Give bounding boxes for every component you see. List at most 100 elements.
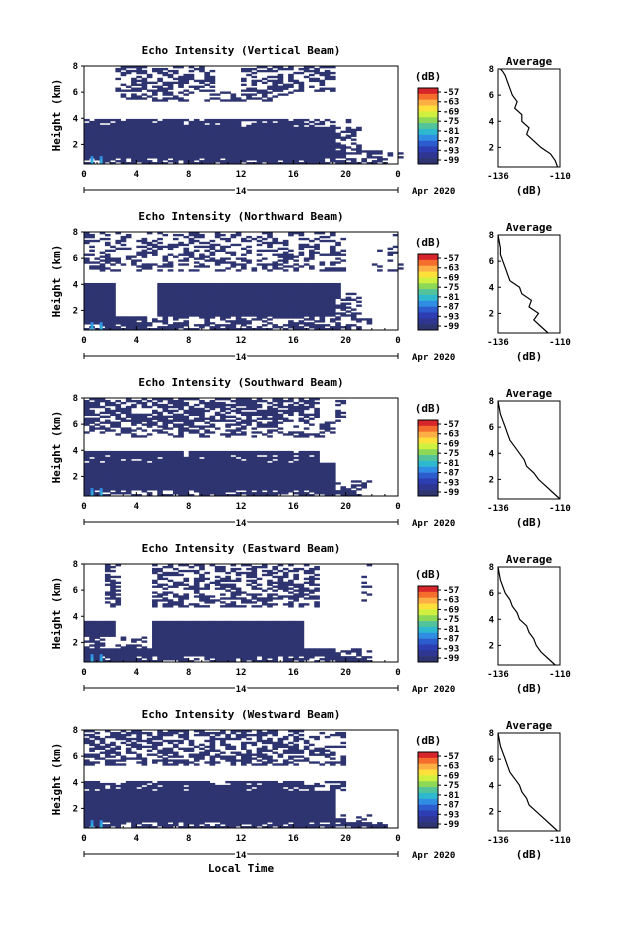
echo-cell <box>251 302 258 305</box>
echo-cell <box>209 466 216 469</box>
echo-cell <box>324 474 331 477</box>
echo-cell <box>298 294 305 298</box>
echo-cell <box>282 300 289 303</box>
echo-cell <box>261 118 268 122</box>
echo-cell <box>89 411 95 415</box>
echo-cell <box>282 158 289 161</box>
echo-cell <box>345 118 352 122</box>
echo-cell <box>115 136 122 139</box>
echo-cell <box>282 124 289 128</box>
echo-panel: Echo Intensity (Northward Beam)2468Heigh… <box>50 210 571 365</box>
echo-cell <box>167 466 174 469</box>
echo-cell <box>251 456 258 460</box>
echo-cell <box>115 564 122 567</box>
echo-cell <box>282 265 289 268</box>
echo-cell <box>162 630 169 633</box>
colorbar-unit: (dB) <box>415 236 442 249</box>
echo-cell <box>204 120 210 124</box>
echo-cell <box>199 144 205 147</box>
echo-cell <box>324 490 331 493</box>
echo-cell <box>246 494 252 497</box>
echo-cell <box>104 660 111 663</box>
echo-cell <box>241 306 247 309</box>
echo-cell <box>193 296 200 300</box>
echo-cell <box>110 622 116 626</box>
echo-cell <box>246 460 252 464</box>
echo-cell <box>251 93 258 96</box>
echo-cell <box>178 425 184 428</box>
echo-cell <box>282 310 289 313</box>
echo-cell <box>183 138 190 141</box>
echo-cell <box>246 492 252 495</box>
echo-cell <box>241 132 247 135</box>
echo-cell <box>162 318 169 321</box>
echo-cell <box>94 122 101 126</box>
echo-cell <box>303 288 310 292</box>
echo-cell <box>335 316 341 319</box>
echo-cell <box>235 152 242 155</box>
echo-cell <box>188 69 195 73</box>
echo-cell <box>314 472 320 475</box>
echo-cell <box>261 77 268 81</box>
echo-cell <box>230 322 237 325</box>
echo-cell <box>199 433 205 436</box>
echo-cell <box>319 468 326 471</box>
echo-cell <box>146 472 153 475</box>
profile-y-tick-label: 6 <box>489 423 494 433</box>
echo-cell <box>309 150 315 153</box>
echo-cell <box>94 630 101 633</box>
echo-cell <box>319 162 326 165</box>
echo-cell <box>131 644 137 647</box>
echo-cell <box>261 144 268 147</box>
echo-cell <box>230 484 237 487</box>
echo-cell <box>84 474 90 477</box>
echo-cell <box>193 403 200 407</box>
echo-cell <box>178 460 184 464</box>
echo-cell <box>214 142 221 145</box>
echo-cell <box>298 142 305 145</box>
echo-cell <box>125 646 132 649</box>
echo-cell <box>251 286 258 290</box>
echo-cell <box>172 601 179 604</box>
echo-cell <box>188 160 195 163</box>
echo-cell <box>89 632 95 635</box>
echo-cell <box>329 284 336 288</box>
echo-cell <box>110 632 116 635</box>
echo-cell <box>309 120 315 124</box>
echo-cell <box>314 292 320 296</box>
echo-cell <box>288 152 294 155</box>
echo-cell <box>199 233 205 237</box>
echo-cell <box>157 312 163 315</box>
echo-cell <box>115 399 122 403</box>
echo-cell <box>246 126 252 130</box>
echo-cell <box>371 150 378 153</box>
echo-cell <box>288 302 294 305</box>
echo-cell <box>120 122 127 126</box>
echo-cell <box>141 144 148 147</box>
echo-cell <box>152 601 158 604</box>
echo-cell <box>188 304 195 307</box>
echo-cell <box>183 154 190 157</box>
echo-cell <box>356 150 362 153</box>
echo-cell <box>152 126 158 130</box>
echo-cell <box>104 140 111 143</box>
echo-cell <box>157 162 163 165</box>
echo-cell <box>204 136 210 139</box>
echo-cell <box>282 304 289 307</box>
echo-cell <box>172 492 179 495</box>
echo-cell <box>241 134 247 137</box>
echo-cell <box>251 411 258 415</box>
echo-cell <box>251 310 258 313</box>
echo-cell <box>314 136 320 139</box>
echo-cell <box>120 152 127 155</box>
echo-cell <box>146 452 153 456</box>
echo-cell <box>157 67 163 71</box>
echo-cell <box>214 302 221 305</box>
echo-cell <box>282 312 289 315</box>
echo-cell <box>162 634 169 637</box>
echo-cell <box>193 456 200 460</box>
echo-cell <box>110 122 116 126</box>
echo-cell <box>220 409 226 413</box>
echo-cell <box>146 466 153 469</box>
echo-cell <box>251 284 258 288</box>
